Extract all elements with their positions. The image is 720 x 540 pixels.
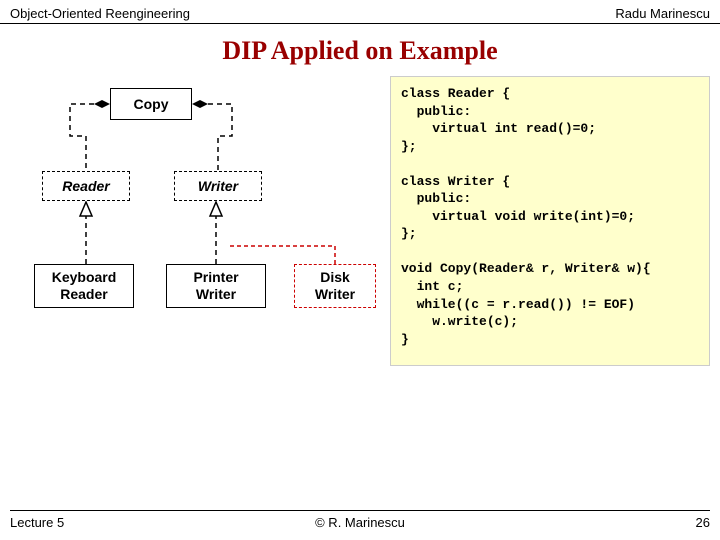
diagram-connectors [10, 76, 390, 366]
uml-class-reader: Reader [42, 171, 130, 201]
page-title: DIP Applied on Example [0, 24, 720, 76]
footer-lecture: Lecture 5 [10, 515, 64, 530]
uml-class-copy: Copy [110, 88, 192, 120]
code-panel: class Reader { public: virtual int read(… [390, 76, 710, 366]
uml-class-writer: Writer [174, 171, 262, 201]
uml-class-printer-writer: PrinterWriter [166, 264, 266, 308]
footer: Lecture 5 © R. Marinescu 26 [10, 510, 710, 530]
uml-class-keyboard-reader: KeyboardReader [34, 264, 134, 308]
footer-page-number: 26 [696, 515, 710, 530]
header-left: Object-Oriented Reengineering [10, 6, 190, 21]
header-right: Radu Marinescu [615, 6, 710, 21]
uml-diagram: Copy Reader Writer KeyboardReader Printe… [10, 76, 390, 366]
footer-copyright: © R. Marinescu [315, 515, 405, 530]
content: Copy Reader Writer KeyboardReader Printe… [0, 76, 720, 366]
header: Object-Oriented Reengineering Radu Marin… [0, 0, 720, 24]
uml-class-disk-writer: DiskWriter [294, 264, 376, 308]
